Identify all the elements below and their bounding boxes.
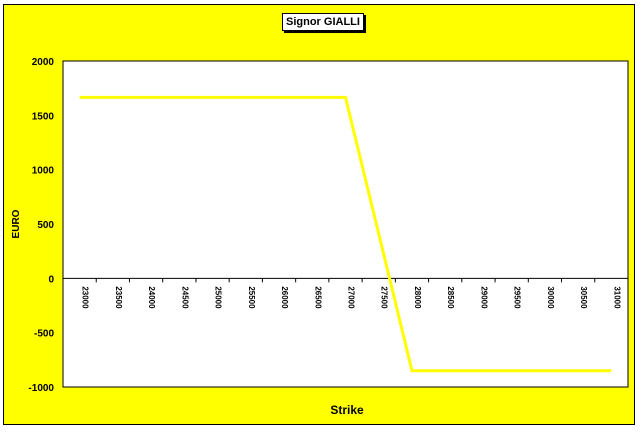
y-tick-label: 0: [48, 274, 54, 285]
x-tick-label: 26500: [313, 286, 322, 309]
x-axis-label: Strike: [330, 403, 364, 417]
x-tick-label: 28000: [413, 286, 422, 309]
x-tick-label: 25000: [214, 286, 223, 309]
x-tick-label: 30500: [579, 286, 588, 309]
series-line: [79, 95, 612, 373]
y-tick-label: -500: [34, 329, 54, 340]
x-tick-label: 23500: [114, 286, 123, 309]
y-tick-label: 1500: [32, 111, 55, 122]
y-tick-label: 2000: [32, 57, 55, 68]
x-tick-label: 23000: [81, 286, 90, 309]
x-tick-label: 27000: [347, 286, 356, 309]
x-tick-label: 31000: [612, 286, 621, 309]
x-tick-label: 29000: [479, 286, 488, 309]
chart-title: Signor GIALLI: [282, 13, 364, 31]
x-tick-label: 26000: [280, 286, 289, 309]
y-tick-label: -1000: [28, 383, 54, 394]
y-axis-label: EURO: [11, 209, 22, 238]
y-tick-label: 500: [37, 220, 54, 231]
x-tick-label: 30000: [546, 286, 555, 309]
x-tick-label: 25500: [247, 286, 256, 309]
x-tick-label: 29500: [513, 286, 522, 309]
y-tick-label: 1000: [32, 166, 55, 177]
x-tick-label: 28500: [446, 286, 455, 309]
x-tick-label: 24000: [147, 286, 156, 309]
x-tick-label: 27500: [380, 286, 389, 309]
x-tick-label: 24500: [180, 286, 189, 309]
plot-area: [62, 60, 629, 388]
